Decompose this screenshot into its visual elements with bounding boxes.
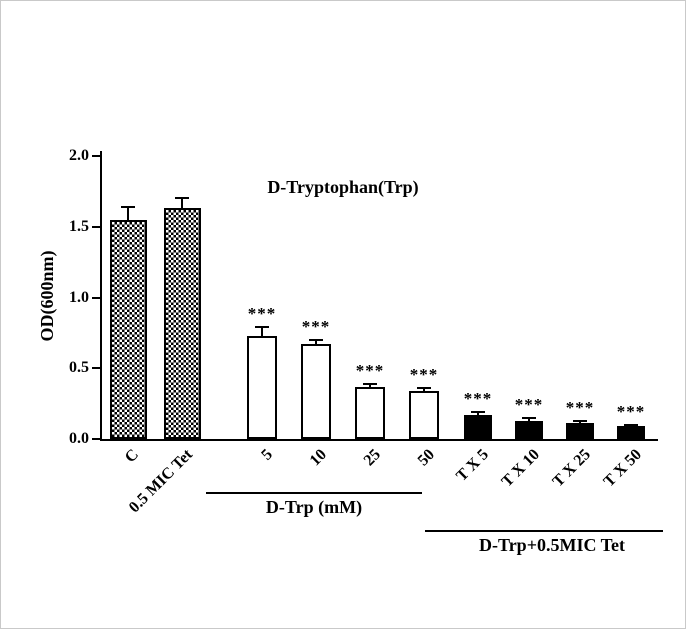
bar-c bbox=[109, 219, 147, 439]
bar-0-5-mic-tet bbox=[163, 208, 201, 439]
error-bar-t-x-5 bbox=[477, 412, 479, 415]
bar-t-x-5 bbox=[464, 414, 492, 439]
bar-25 bbox=[355, 386, 385, 439]
significance-stars-50: *** bbox=[409, 365, 439, 385]
y-tick-label: 0.0 bbox=[69, 430, 89, 447]
error-bar-t-x-10 bbox=[528, 418, 530, 421]
y-tick-label: 0.5 bbox=[69, 359, 89, 377]
error-bar-cap-5 bbox=[255, 326, 269, 329]
significance-stars-t-x-50: *** bbox=[616, 401, 646, 421]
error-bar-10 bbox=[315, 339, 317, 345]
error-bar-cap-50 bbox=[417, 387, 431, 390]
group-label-dtrp: D-Trp (mM) bbox=[265, 497, 363, 517]
error-bar-cap-25 bbox=[363, 382, 377, 385]
group-underline-dtrp-tet bbox=[425, 530, 663, 532]
y-tick-label: 1.5 bbox=[69, 217, 89, 235]
error-bar-cap-c bbox=[121, 205, 135, 208]
significance-stars-t-x-10: *** bbox=[514, 395, 544, 415]
significance-stars-t-x-5: *** bbox=[463, 389, 493, 409]
error-bar-cap-0-5-mic-tet bbox=[175, 197, 189, 200]
chart-title: D-Tryptophan(Trp) bbox=[267, 177, 419, 197]
y-tick bbox=[92, 367, 100, 370]
y-tick bbox=[92, 438, 100, 440]
error-bar-50 bbox=[423, 388, 425, 391]
error-bar-cap-t-x-50 bbox=[624, 423, 638, 426]
group-underline-dtrp bbox=[206, 492, 422, 494]
error-bar-cap-t-x-25 bbox=[573, 420, 587, 423]
error-bar-cap-t-x-10 bbox=[522, 417, 536, 420]
bar-t-x-10 bbox=[515, 420, 543, 439]
y-tick-label: 2.0 bbox=[69, 147, 89, 164]
y-tick bbox=[92, 296, 100, 299]
error-bar-t-x-25 bbox=[579, 421, 581, 424]
bar-t-x-25 bbox=[566, 423, 594, 439]
error-bar-25 bbox=[369, 383, 371, 387]
significance-stars-25: *** bbox=[355, 360, 385, 380]
significance-stars-t-x-25: *** bbox=[565, 398, 595, 418]
error-bar-0-5-mic-tet bbox=[181, 198, 183, 209]
error-bar-cap-t-x-5 bbox=[471, 411, 485, 414]
y-tick-label: 1.0 bbox=[69, 288, 89, 306]
y-tick bbox=[92, 225, 100, 228]
error-bar-5 bbox=[261, 327, 263, 336]
bar-5 bbox=[247, 335, 277, 439]
y-axis bbox=[100, 151, 102, 441]
y-tick bbox=[92, 155, 100, 157]
bar-10 bbox=[301, 344, 331, 439]
significance-stars-10: *** bbox=[301, 316, 331, 336]
bar-t-x-50 bbox=[617, 426, 645, 439]
x-axis bbox=[100, 439, 658, 441]
error-bar-c bbox=[127, 206, 129, 220]
significance-stars-5: *** bbox=[247, 304, 277, 324]
group-label-dtrp-tet: D-Trp+0.5MIC Tet bbox=[479, 535, 625, 555]
bar-50 bbox=[409, 390, 439, 439]
error-bar-cap-10 bbox=[309, 338, 323, 341]
